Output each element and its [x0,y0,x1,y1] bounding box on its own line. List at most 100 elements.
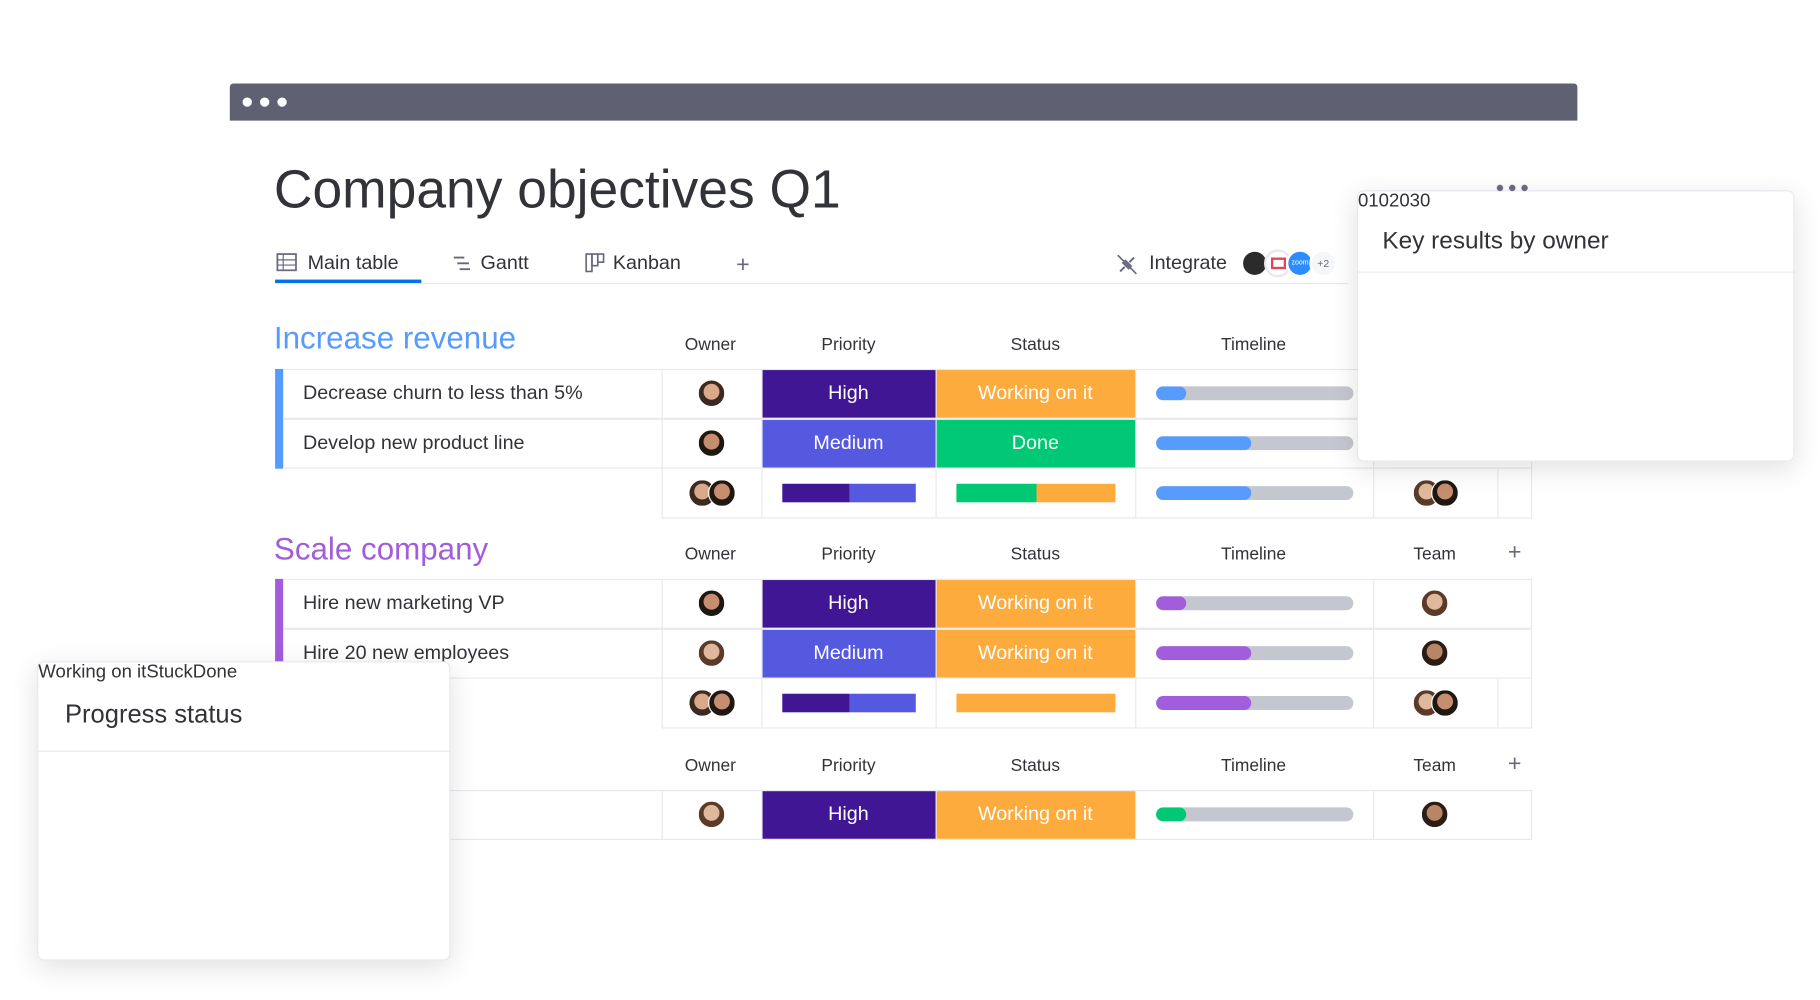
tab[interactable]: Main table [307,251,399,274]
add-column[interactable]: + [1507,540,1522,566]
legend-label: Done [192,662,238,683]
timeline-track [1156,646,1354,661]
cell-border [761,468,763,519]
tab[interactable]: Kanban [612,251,681,274]
timeline-track [1156,807,1354,822]
cell-border [1373,678,1375,729]
cell-border [1135,790,1137,840]
cell-border [761,628,763,679]
cell-border [1135,468,1137,519]
cell-border [761,678,763,729]
summary-segment [849,483,916,503]
cell-border [1373,468,1375,519]
summary-row [661,678,1533,729]
column-header: Timeline [1220,544,1287,565]
column-header: Owner [684,334,736,355]
progress-status-card: Progress status Working on itStuckDone [37,661,452,961]
chart-title: Key results by owner [1382,227,1609,255]
cell-border [1497,678,1499,729]
avatar [708,479,736,507]
priority-cell[interactable] [762,629,936,678]
timeline-progress [1156,486,1251,501]
more-dots[interactable] [1493,184,1531,192]
cell-border [1373,628,1375,679]
column-header: Timeline [1220,334,1287,355]
priority-cell[interactable] [762,580,936,628]
avatar [708,689,736,717]
more-apps: +2 [1317,257,1330,270]
chart: Working on itStuckDone [38,662,237,683]
integrate-label[interactable]: Integrate [1149,251,1227,274]
tab-underline [275,279,422,284]
status-cell[interactable] [936,419,1136,468]
item-name: Hire new marketing VP [302,591,505,614]
app-label: zoom [1291,259,1309,267]
app-icon[interactable] [1240,249,1269,278]
add-column[interactable]: + [1507,751,1522,777]
status-label: Working on it [977,641,1093,664]
column-header: Timeline [1220,755,1287,776]
cell-border [935,468,937,519]
column-header: Team [1413,755,1456,776]
priority-cell[interactable] [762,791,936,839]
card-divider [38,750,452,752]
column-header: Priority [821,544,876,565]
cell-border [935,678,937,729]
window-dot[interactable] [277,97,287,107]
priority-cell[interactable] [762,370,936,418]
timeline-progress [1156,646,1251,661]
status-label: Done [1011,431,1059,454]
timeline-progress [1156,696,1251,710]
status-label: Working on it [977,381,1093,404]
priority-cell[interactable] [762,419,936,468]
priority-label: Medium [813,641,884,664]
cell-border [661,790,663,840]
cell-border [935,790,937,840]
item-name: Develop new product line [302,431,525,454]
app-icon[interactable] [1264,249,1292,278]
window-dot[interactable] [242,97,252,107]
avatar [1431,689,1459,717]
column-header: Priority [821,334,876,355]
summary-segment [782,483,850,503]
avatar [697,379,726,408]
column-header: Priority [821,755,876,776]
avatar [1420,800,1449,829]
timeline-progress [1156,436,1251,451]
avatar [697,800,726,829]
tab[interactable]: Gantt [480,251,529,274]
status-cell[interactable] [936,629,1136,678]
summary-segment [956,483,1036,503]
legend-label: Working on it [38,662,147,683]
add-tab[interactable]: + [736,252,750,278]
group-title: Increase revenue [273,320,517,356]
avatar [697,639,726,668]
window-bar [229,83,1578,121]
cell-border [935,628,937,679]
timeline-progress [1156,386,1186,401]
group-color-bar [275,578,284,679]
status-cell[interactable] [936,791,1136,839]
row [283,790,1533,840]
item-name: Hire 20 new employees [302,641,510,664]
status-cell[interactable] [936,580,1136,628]
timeline-track [1156,436,1354,451]
window-dot[interactable] [259,97,270,107]
status-cell[interactable] [936,370,1136,418]
cell-border [1135,418,1137,469]
cell-border [661,578,663,629]
app-icon[interactable] [1286,249,1314,278]
board-title: Company objectives Q1 [273,158,841,220]
cell-border [1135,628,1137,679]
app-glyph [1270,257,1287,270]
y-tick-label: 20 [1389,191,1410,212]
app-icon[interactable] [1309,249,1338,278]
status-label: Working on it [977,802,1093,825]
tab-icon-kanban [585,253,605,273]
cell-border [935,578,937,629]
timeline-track [1156,386,1354,401]
cell-border [761,418,763,469]
priority-label: High [828,802,869,825]
column-header: Owner [684,544,736,565]
